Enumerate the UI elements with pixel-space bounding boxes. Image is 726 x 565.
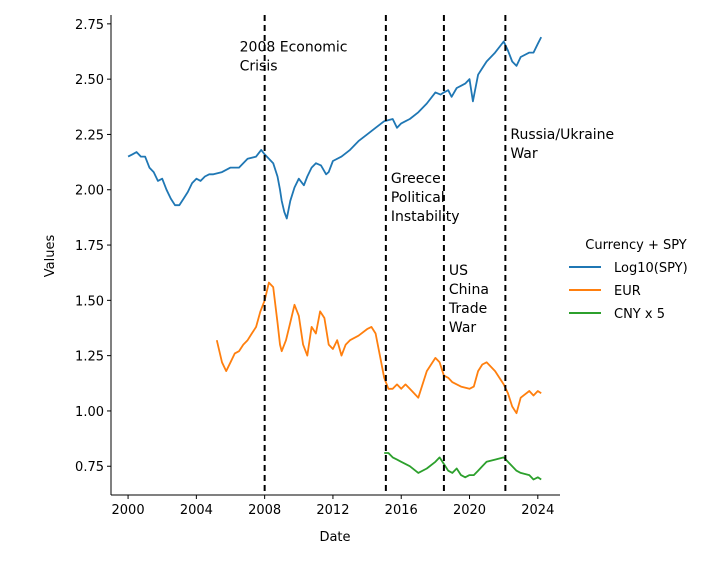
event-annotation: War	[449, 320, 477, 336]
legend-title: Currency + SPY	[585, 238, 687, 253]
legend-entry-label: Log10(SPY)	[614, 261, 688, 276]
legend-entry-label: CNY x 5	[614, 307, 665, 322]
y-tick-label: 2.25	[75, 128, 104, 143]
x-tick-label: 2004	[180, 503, 213, 518]
x-tick-label: 2008	[248, 503, 281, 518]
event-annotation: Russia/Ukraine	[510, 127, 614, 143]
x-tick-label: 2020	[453, 503, 486, 518]
y-tick-label: 2.75	[75, 18, 104, 33]
legend-entry-label: EUR	[614, 284, 641, 299]
x-ticks: 2000 2004 2008 2012 2016 2020 2024	[112, 495, 554, 518]
axes: 2000 2004 2008 2012 2016 2020 2024 0.75 1.00 1.2…	[43, 15, 560, 545]
y-tick-label: 2.00	[75, 184, 104, 199]
series-line-log10-spy	[127, 36, 543, 220]
series-layer	[127, 36, 543, 481]
event-annotation: Crisis	[240, 58, 278, 74]
event-annotation: US	[449, 263, 468, 279]
event-annotation: Greece	[391, 171, 441, 187]
y-tick-label: 1.50	[75, 294, 104, 309]
event-annotation: China	[449, 282, 489, 298]
x-tick-label: 2000	[112, 503, 145, 518]
legend: Currency + SPY Log10(SPY) EUR CNY x 5	[569, 238, 688, 322]
y-axis-label: Values	[43, 235, 58, 278]
event-annotation: War	[510, 146, 538, 162]
y-tick-label: 1.75	[75, 239, 104, 254]
event-annotation: Political	[391, 190, 445, 206]
event-annotation: Trade	[448, 301, 487, 317]
x-tick-label: 2024	[521, 503, 554, 518]
event-layer: 2008 Economic Crisis Greece Political Instab…	[240, 15, 614, 495]
series-line-cny-x-5	[384, 452, 542, 481]
y-ticks: 0.75 1.00 1.25 1.50 1.75 2.00 2.25 2.50 2.75	[75, 18, 111, 475]
legend-items: Log10(SPY) EUR CNY x 5	[569, 261, 688, 322]
y-tick-label: 2.50	[75, 73, 104, 88]
event-annotation: 2008 Economic	[240, 39, 348, 55]
event-annotation: Instability	[391, 209, 460, 225]
x-axis-label: Date	[319, 530, 350, 545]
y-tick-label: 1.25	[75, 350, 104, 365]
y-tick-label: 0.75	[75, 460, 104, 475]
y-tick-label: 1.00	[75, 405, 104, 420]
x-tick-label: 2012	[316, 503, 349, 518]
x-tick-label: 2016	[385, 503, 418, 518]
